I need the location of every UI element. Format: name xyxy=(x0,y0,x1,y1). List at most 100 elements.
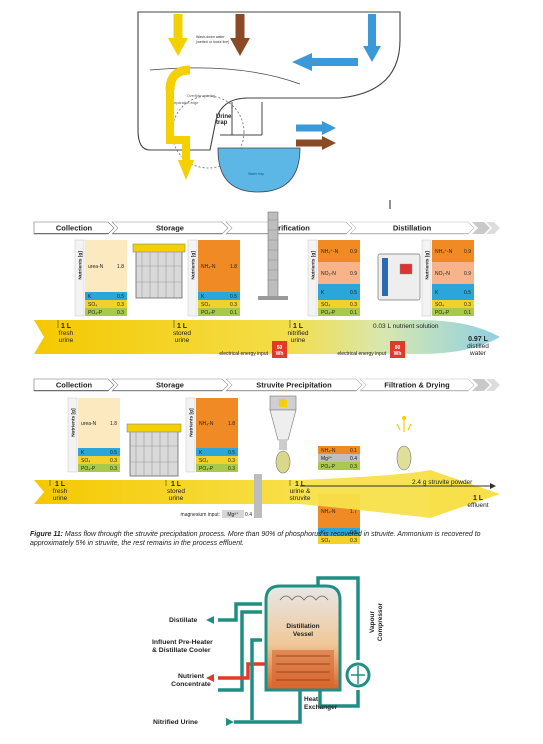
svg-text:0.9: 0.9 xyxy=(464,249,471,255)
outflow-water-arrow-head xyxy=(322,121,336,135)
nutrient-row: PO₄-P 0.1 xyxy=(198,308,240,316)
svg-text:Nutrients [g]: Nutrients [g] xyxy=(189,408,195,437)
magnesium-input: magnesium input: Mg²⁺ 0.4 xyxy=(181,474,262,518)
svg-text:Collection: Collection xyxy=(56,381,93,390)
nitrification-distillation-panel: Collection Storage Nitrification Distillati… xyxy=(33,211,500,358)
svg-text:Mg²⁺: Mg²⁺ xyxy=(321,456,333,462)
nutrient-row: K 0.5 xyxy=(196,448,238,456)
stage-storage: Storage xyxy=(111,221,229,235)
nutrient-row: NO₃-N 0.9 xyxy=(432,262,474,284)
nutrient-row: PO₄-P 0.3 xyxy=(85,308,127,316)
nutrient-row: K 0.5 xyxy=(318,528,360,536)
svg-text:PO₄-P: PO₄-P xyxy=(435,310,450,316)
urine-flow-curve xyxy=(165,65,191,91)
toilet-bowl-outline xyxy=(137,11,401,151)
concentrate-label: Nutrient Concentrate xyxy=(171,673,211,688)
svg-text:Nutrients [g]: Nutrients [g] xyxy=(311,251,317,280)
effluent-arrow-head xyxy=(430,470,500,518)
struvite-precipitation-panel: Collection Storage Struvite Precipitation F… xyxy=(33,378,500,544)
effluent-flow-band xyxy=(300,470,430,518)
vapour-swirls xyxy=(279,595,329,601)
svg-text:Nitrification: Nitrification xyxy=(268,224,310,233)
svg-text:0.3: 0.3 xyxy=(350,464,357,470)
svg-text:stored: stored xyxy=(173,330,191,337)
svg-text:SO₄: SO₄ xyxy=(321,538,330,544)
svg-text:1 L: 1 L xyxy=(293,323,304,330)
figure-caption: Figure 11: Mass flow through the struvit… xyxy=(30,530,510,548)
nutrient-row: PO₄-P 0.1 xyxy=(318,308,360,316)
svg-text:Nutrients [g]: Nutrients [g] xyxy=(425,251,431,280)
struvite-powder-label: 2.4 g struvite powder xyxy=(412,479,473,486)
svg-text:NH₄-N: NH₄-N xyxy=(201,264,216,270)
svg-text:1.8: 1.8 xyxy=(117,264,124,270)
urine-in-arrow-head xyxy=(168,38,188,56)
svg-text:electrical energy input: electrical energy input xyxy=(219,351,268,357)
svg-text:Nutrients [g]: Nutrients [g] xyxy=(191,251,197,280)
nutrient-row: urea-N 1.8 xyxy=(78,398,120,448)
water-trap xyxy=(217,147,301,193)
svg-text:0.9: 0.9 xyxy=(350,271,357,277)
distilled-volume: 0.97 L xyxy=(468,336,489,343)
energy-input-distillation: electrical energy input 80 Wh xyxy=(337,341,405,358)
nutrient-row: SO₄ 0.3 xyxy=(85,300,127,308)
svg-text:Storage: Storage xyxy=(156,224,184,233)
concentrate-pipe xyxy=(218,662,266,680)
compressor-blade xyxy=(351,666,365,684)
nutrient-row: K 0.5 xyxy=(78,448,120,456)
exchanger-label: Heat Exchanger xyxy=(304,696,338,711)
svg-text:PO₄-P: PO₄-P xyxy=(321,310,336,316)
svg-text:0.3: 0.3 xyxy=(110,458,117,464)
svg-text:0.3: 0.3 xyxy=(228,458,235,464)
svg-text:1 L: 1 L xyxy=(177,323,188,330)
struvite-line-head xyxy=(490,483,496,489)
svg-text:electrical energy input: electrical energy input xyxy=(337,351,386,357)
svg-text:1 L: 1 L xyxy=(171,481,182,488)
svg-text:0.5: 0.5 xyxy=(464,290,471,296)
nutrient-row: PO₄-P 0.3 xyxy=(196,464,238,472)
svg-text:0.4: 0.4 xyxy=(350,456,357,462)
separation-wall xyxy=(149,67,301,85)
svg-text:Mg²⁺: Mg²⁺ xyxy=(227,512,239,518)
drying-bag-icon xyxy=(396,416,412,471)
nutrient-row: NH₄⁺-N 0.9 xyxy=(432,240,474,262)
svg-text:1 L: 1 L xyxy=(55,481,66,488)
nutrient-row: PO₄-P 0.3 xyxy=(78,464,120,472)
nutrient-row: Mg²⁺ 0.4 xyxy=(318,454,360,462)
distillate-out-arrow xyxy=(206,616,214,624)
svg-text:0.5: 0.5 xyxy=(350,530,357,536)
flow-band xyxy=(34,320,500,354)
feces-in-arrow-head xyxy=(230,38,250,56)
svg-text:nitrified: nitrified xyxy=(288,330,309,337)
stage-collection: Collection xyxy=(33,221,115,235)
svg-text:urine: urine xyxy=(175,337,190,344)
boiling-zone xyxy=(272,650,334,686)
svg-text:urine: urine xyxy=(59,337,74,344)
water-trap-label: Water trap xyxy=(248,172,264,176)
nutrient-row: SO₄ 0.3 xyxy=(196,456,238,464)
nutrient-row: K 0.5 xyxy=(198,292,240,300)
nutrient-box: Nutrients [g] urea-N 1.8 K 0.5 SO₄ 0.3 PO₄-P 0.3 xyxy=(67,397,120,473)
svg-text:0.3: 0.3 xyxy=(117,302,124,308)
svg-text:K: K xyxy=(435,290,439,296)
nitrified-urine-pipe xyxy=(218,610,262,692)
storage-tank-icon xyxy=(126,423,182,477)
nutrient-row: SO₄ 0.3 xyxy=(432,300,474,308)
svg-text:K: K xyxy=(321,530,325,536)
svg-text:SO₄: SO₄ xyxy=(321,302,330,308)
svg-text:0.3: 0.3 xyxy=(110,466,117,472)
svg-text:fresh: fresh xyxy=(59,330,74,337)
svg-text:0.1: 0.1 xyxy=(230,310,237,316)
svg-text:K: K xyxy=(321,290,325,296)
nutrient-row: NH₄-N 1.8 xyxy=(198,240,240,292)
urine-out-arrow-shaft xyxy=(166,88,190,160)
water-in-arrow-head xyxy=(363,46,381,62)
vessel-label-2: Vessel xyxy=(293,631,313,638)
nutrient-box: Nutrients [g] NH₄⁺-N 0.9 NO₃-N 0.9 K 0.5 SO₄ 0.3… xyxy=(307,239,360,317)
svg-text:K: K xyxy=(88,294,92,300)
toilet-diagram: Wash-down water (wetted or loose line) O… xyxy=(137,11,401,209)
